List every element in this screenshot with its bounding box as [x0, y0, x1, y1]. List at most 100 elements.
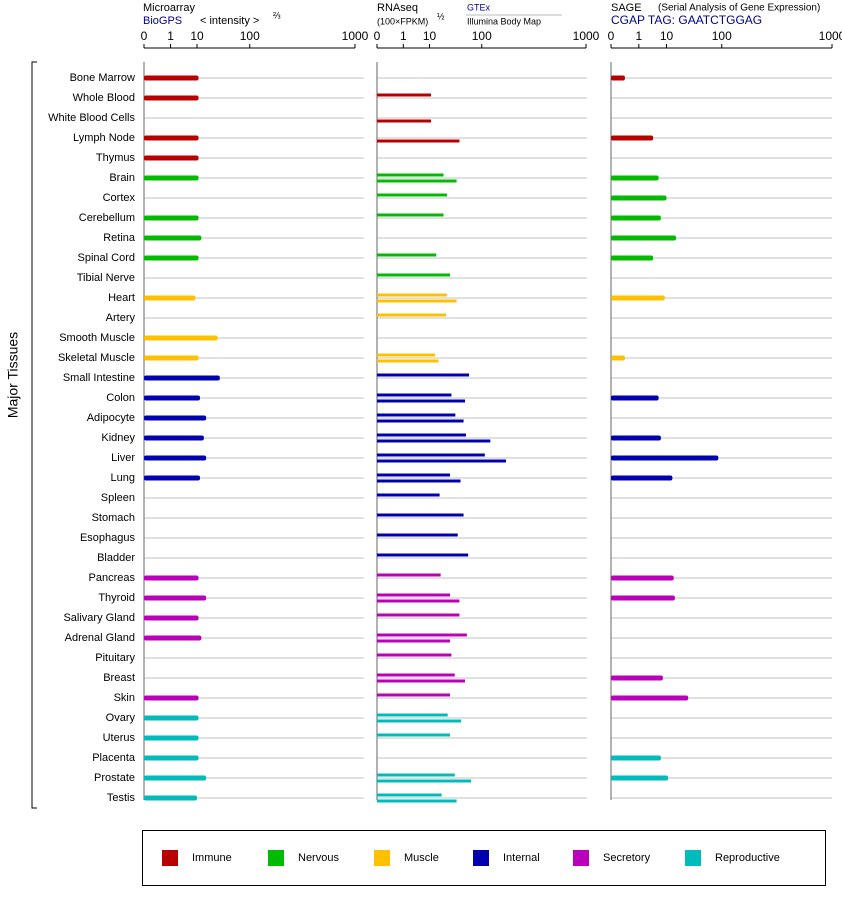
bar	[377, 373, 470, 377]
bar	[377, 459, 506, 463]
legend-swatch	[268, 850, 284, 866]
tissue-label: Bladder	[97, 552, 135, 564]
tissue-label: Small Intestine	[63, 372, 135, 384]
tissue-label: Kidney	[101, 432, 135, 444]
bar	[377, 613, 460, 617]
bar	[377, 679, 466, 683]
legend-label: Muscle	[404, 852, 439, 864]
bar	[144, 575, 199, 581]
bar	[377, 779, 472, 783]
bar	[144, 355, 199, 361]
panel-subtitle: BioGPS	[143, 15, 182, 27]
x-tick-label: 1	[400, 29, 407, 43]
bar	[611, 475, 673, 481]
tissue-label: Adipocyte	[87, 412, 135, 424]
legend-swatch	[374, 850, 390, 866]
tissue-label: Skeletal Muscle	[58, 352, 135, 364]
legend-swatch	[573, 850, 589, 866]
legend-label: Secretory	[603, 852, 651, 864]
x-tick-label: 100	[472, 29, 492, 43]
bar	[377, 773, 455, 777]
tissue-label: Lymph Node	[73, 132, 135, 144]
bar	[611, 455, 719, 461]
bracket	[31, 61, 37, 809]
legend-label: Immune	[192, 852, 232, 864]
bar	[144, 615, 199, 621]
tissue-label: Artery	[106, 312, 136, 324]
bar	[144, 215, 199, 221]
tissue-label: Whole Blood	[73, 92, 135, 104]
bar	[611, 75, 625, 81]
bar	[144, 435, 204, 441]
panel-subtitle: (Serial Analysis of Gene Expression)	[658, 3, 820, 14]
bar	[144, 295, 196, 301]
bar	[144, 695, 199, 701]
tissue-label: Liver	[111, 452, 135, 464]
bar	[377, 793, 442, 797]
tissue-label: Esophagus	[80, 532, 136, 544]
x-tick-label: 1	[167, 29, 174, 43]
bar	[144, 735, 199, 741]
panel-title: Microarray	[143, 2, 195, 14]
panel-title: RNAseq	[377, 2, 418, 14]
tissue-label: Uterus	[103, 732, 136, 744]
bar	[611, 255, 654, 261]
bar	[377, 433, 466, 437]
series-label: GTEx	[467, 2, 491, 12]
tissue-label: Spleen	[101, 492, 135, 504]
tissue-label: Skin	[114, 692, 135, 704]
x-tick-label: 1000	[342, 29, 369, 43]
bar	[377, 719, 462, 723]
bar	[144, 415, 207, 421]
bar	[611, 755, 661, 761]
tissue-label: Stomach	[92, 512, 135, 524]
bar	[377, 439, 491, 443]
bar	[377, 213, 444, 217]
bar	[377, 179, 457, 183]
bar	[377, 419, 464, 423]
bar	[611, 595, 675, 601]
bar	[144, 795, 198, 801]
tissue-label: Pancreas	[89, 572, 136, 584]
x-tick-label: 1000	[573, 29, 600, 43]
tissue-label: Placenta	[92, 752, 136, 764]
bar	[144, 135, 199, 141]
tissue-label: Smooth Muscle	[59, 332, 135, 344]
x-tick-label: 1000	[819, 29, 842, 43]
bar	[144, 375, 220, 381]
bar	[377, 313, 447, 317]
bar	[144, 635, 202, 641]
tissue-label: Spinal Cord	[78, 252, 135, 264]
bar	[377, 93, 432, 97]
bar	[611, 355, 625, 361]
tissue-label: Cerebellum	[79, 212, 135, 224]
bar	[377, 533, 458, 537]
bar	[377, 733, 450, 737]
bar	[377, 119, 432, 123]
bar	[377, 473, 450, 477]
legend-label: Nervous	[298, 852, 339, 864]
x-tick-label: 10	[660, 29, 674, 43]
bar	[377, 413, 456, 417]
bar	[377, 693, 450, 697]
bar	[144, 335, 218, 341]
x-tick-label: 100	[240, 29, 260, 43]
bar	[611, 775, 669, 781]
bar	[144, 755, 199, 761]
axis-label: < intensity >	[200, 15, 259, 27]
axis-label: (100×FPKM)	[377, 16, 428, 26]
legend-swatch	[162, 850, 178, 866]
tissue-label: Tibial Nerve	[77, 272, 135, 284]
bar	[611, 135, 654, 141]
axis-exponent: ½	[437, 11, 445, 21]
bar	[377, 193, 447, 197]
bar	[377, 359, 439, 363]
bar	[377, 253, 437, 257]
bar	[611, 215, 661, 221]
tissue-label: Heart	[108, 292, 135, 304]
bar	[611, 295, 665, 301]
axis-exponent: ⅔	[273, 10, 281, 20]
bar	[377, 673, 455, 677]
